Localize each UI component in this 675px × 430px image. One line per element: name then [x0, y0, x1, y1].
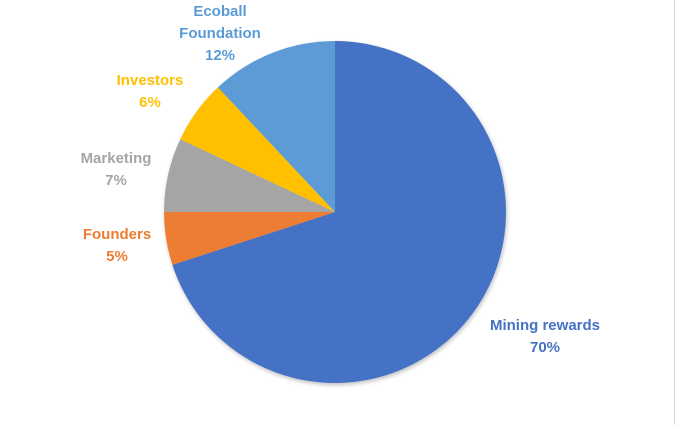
pie-slice-ecoball-foundation — [217, 41, 335, 212]
data-label-ecoball-foundation: Ecoball Foundation 12% — [179, 3, 261, 64]
pie-slice-mining-rewards — [172, 41, 507, 383]
data-label-value: 6% — [139, 94, 161, 111]
data-label-name: Marketing — [81, 150, 152, 167]
data-label-value: 7% — [105, 172, 127, 189]
data-label-investors: Investors 6% — [117, 72, 184, 111]
pie-slices — [163, 41, 507, 383]
data-label-name: Mining rewards — [490, 317, 600, 334]
data-label-founders: Founders 5% — [83, 226, 151, 265]
data-label-name: Foundation — [179, 25, 261, 42]
pie-labels: Mining rewards 70% Founders 5% Marketing 7% In… — [81, 3, 600, 356]
data-label-mining-rewards: Mining rewards 70% — [490, 317, 600, 356]
data-label-name: Ecoball — [193, 3, 246, 20]
data-label-name: Founders — [83, 226, 151, 243]
data-label-marketing: Marketing 7% — [81, 150, 152, 189]
pie-slice-marketing — [163, 139, 335, 212]
data-label-name: Investors — [117, 72, 184, 89]
pie-slice-founders — [164, 212, 335, 265]
pie-slice-investors — [180, 87, 335, 212]
data-label-value: 5% — [106, 248, 128, 265]
data-label-value: 12% — [205, 47, 235, 64]
data-label-value: 70% — [530, 339, 560, 356]
